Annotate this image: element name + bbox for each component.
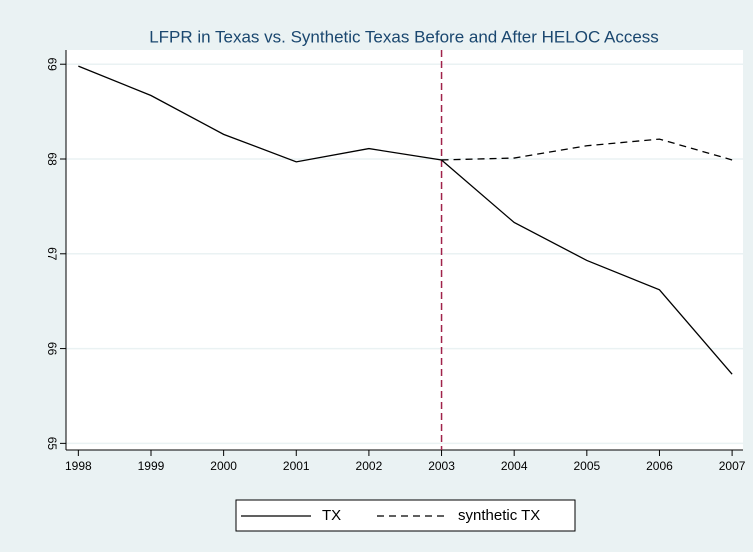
- x-tick-label: 1999: [138, 459, 165, 473]
- chart-title: LFPR in Texas vs. Synthetic Texas Before…: [149, 27, 659, 46]
- y-tick-label: 68: [45, 152, 59, 166]
- series-line: [78, 65, 733, 375]
- x-tick-label: 2000: [210, 459, 237, 473]
- y-tick-label: 65: [45, 437, 59, 451]
- legend-label: TX: [322, 507, 341, 524]
- x-tick-label: 2006: [646, 459, 673, 473]
- x-tick-label: 2003: [428, 459, 455, 473]
- x-tick-label: 2002: [356, 459, 383, 473]
- x-tick-label: 1998: [65, 459, 92, 473]
- x-tick-label: 2001: [283, 459, 310, 473]
- plot-area: [66, 50, 743, 450]
- legend-label: synthetic TX: [458, 507, 540, 524]
- x-tick-label: 2004: [501, 459, 528, 473]
- y-tick-label: 67: [45, 247, 59, 261]
- x-tick-label: 2005: [573, 459, 600, 473]
- y-tick-label: 66: [45, 342, 59, 356]
- x-tick-label: 2007: [719, 459, 746, 473]
- series-line: [441, 138, 733, 161]
- y-tick-label: 69: [45, 58, 59, 72]
